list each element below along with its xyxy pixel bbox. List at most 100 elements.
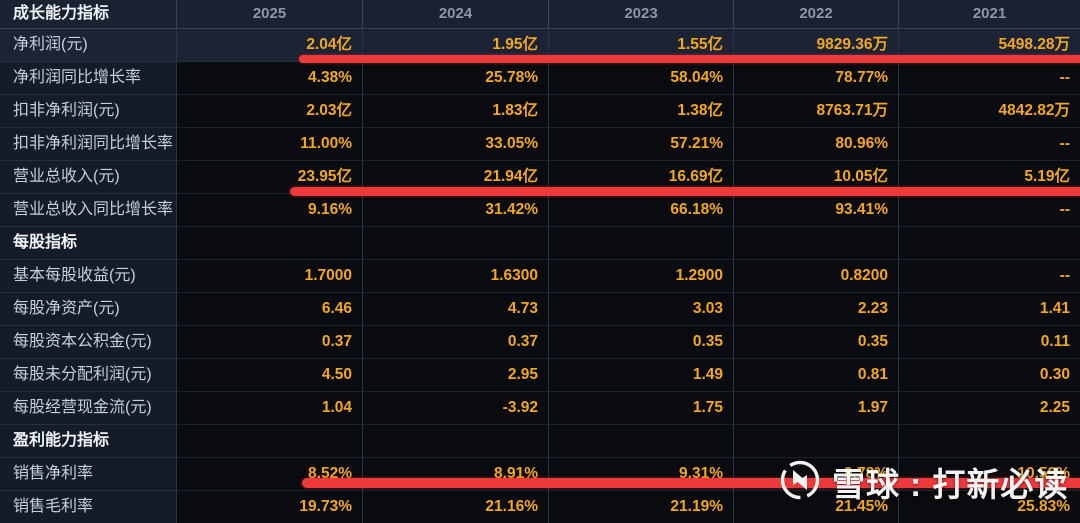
cell-value: -- (898, 62, 1080, 95)
section-row: 每股指标 (0, 227, 1080, 260)
row-label: 盈利能力指标 (0, 425, 176, 458)
table-row[interactable]: 营业总收入同比增长率 9.16% 31.42% 66.18% 93.41% -- (0, 194, 1080, 227)
cell-value (362, 425, 548, 458)
cell-value: 93.41% (733, 194, 898, 227)
cell-value (176, 425, 362, 458)
red-strike-annotation-net-margin (302, 478, 1080, 488)
row-label: 净利润同比增长率 (0, 62, 176, 95)
cell-value: 11.00% (176, 128, 362, 161)
cell-value: 2.23 (733, 293, 898, 326)
cell-value: 0.8200 (733, 260, 898, 293)
cell-value: 21.19% (548, 491, 733, 523)
cell-value: 21.45% (733, 491, 898, 523)
cell-value: 9.16% (176, 194, 362, 227)
cell-value: 8763.71万 (733, 95, 898, 128)
table-row[interactable]: 基本每股收益(元) 1.7000 1.6300 1.2900 0.8200 -- (0, 260, 1080, 293)
cell-value: 0.37 (362, 326, 548, 359)
cell-value: 2.03亿 (176, 95, 362, 128)
cell-value (548, 227, 733, 260)
table-row[interactable]: 每股未分配利润(元) 4.50 2.95 1.49 0.81 0.30 (0, 359, 1080, 392)
cell-value: 6.46 (176, 293, 362, 326)
xueqiu-snowball-icon (779, 459, 821, 506)
cell-value: 31.42% (362, 194, 548, 227)
cell-value: 57.21% (548, 128, 733, 161)
cell-value: 80.96% (733, 128, 898, 161)
cell-value (548, 425, 733, 458)
cell-value: 0.81 (733, 359, 898, 392)
cell-value: 1.2900 (548, 260, 733, 293)
year-header-2021: 2021 (898, 0, 1080, 28)
row-label: 净利润(元) (0, 29, 176, 62)
row-label: 每股指标 (0, 227, 176, 260)
year-header-2022: 2022 (733, 0, 898, 28)
cell-value: 0.30 (898, 359, 1080, 392)
cell-value (733, 227, 898, 260)
cell-value: 58.04% (548, 62, 733, 95)
red-strike-annotation-net-profit (299, 55, 1080, 63)
cell-value: 2.95 (362, 359, 548, 392)
cell-value: 25.83% (898, 491, 1080, 523)
cell-value: 1.04 (176, 392, 362, 425)
cell-value: -- (898, 128, 1080, 161)
table-row[interactable]: 扣非净利润(元) 2.03亿 1.83亿 1.38亿 8763.71万 4842.82万 (0, 95, 1080, 128)
cell-value: 0.35 (733, 326, 898, 359)
row-label: 销售毛利率 (0, 491, 176, 523)
cell-value: 21.16% (362, 491, 548, 523)
cell-value (733, 425, 898, 458)
cell-value: 33.05% (362, 128, 548, 161)
table-row[interactable]: 销售毛利率 19.73% 21.16% 21.19% 21.45% 25.83% (0, 491, 1080, 523)
cell-value: 1.7000 (176, 260, 362, 293)
cell-value (362, 227, 548, 260)
cell-value: 1.6300 (362, 260, 548, 293)
row-label: 扣非净利润同比增长率 (0, 128, 176, 161)
row-label: 营业总收入(元) (0, 161, 176, 194)
table-row[interactable]: 净利润同比增长率 4.38% 25.78% 58.04% 78.77% -- (0, 62, 1080, 95)
table-row[interactable]: 每股经营现金流(元) 1.04 -3.92 1.75 1.97 2.25 (0, 392, 1080, 425)
cell-value: 25.78% (362, 62, 548, 95)
row-label: 销售净利率 (0, 458, 176, 491)
cell-value: 66.18% (548, 194, 733, 227)
cell-value: 2.25 (898, 392, 1080, 425)
row-label: 每股未分配利润(元) (0, 359, 176, 392)
table-row[interactable]: 扣非净利润同比增长率 11.00% 33.05% 57.21% 80.96% -- (0, 128, 1080, 161)
table-header-row: 成长能力指标 2025 2024 2023 2022 2021 (0, 0, 1080, 29)
table-row[interactable]: 每股资本公积金(元) 0.37 0.37 0.35 0.35 0.11 (0, 326, 1080, 359)
row-label: 每股净资产(元) (0, 293, 176, 326)
cell-value: 19.73% (176, 491, 362, 523)
cell-value: 3.03 (548, 293, 733, 326)
cell-value: 0.37 (176, 326, 362, 359)
year-header-2023: 2023 (548, 0, 733, 28)
cell-value: 4.38% (176, 62, 362, 95)
red-strike-annotation-revenue (290, 187, 1080, 196)
corner-label: 成长能力指标 (13, 5, 110, 22)
watermark-text: 雪球 : 打新必读 (832, 466, 1069, 503)
cell-value: -- (898, 194, 1080, 227)
row-label: 扣非净利润(元) (0, 95, 176, 128)
cell-value (898, 425, 1080, 458)
cell-value: 4.50 (176, 359, 362, 392)
cell-value: -3.92 (362, 392, 548, 425)
cell-value: 1.49 (548, 359, 733, 392)
cell-value: 4842.82万 (898, 95, 1080, 128)
year-header-2024: 2024 (362, 0, 548, 28)
cell-value: 1.38亿 (548, 95, 733, 128)
cell-value (898, 227, 1080, 260)
cell-value: 78.77% (733, 62, 898, 95)
section-row: 盈利能力指标 (0, 425, 1080, 458)
cell-value: 1.75 (548, 392, 733, 425)
cell-value: 0.11 (898, 326, 1080, 359)
year-header-2025: 2025 (176, 0, 362, 28)
row-label: 每股资本公积金(元) (0, 326, 176, 359)
row-label: 基本每股收益(元) (0, 260, 176, 293)
row-label: 每股经营现金流(元) (0, 392, 176, 425)
cell-value: 0.35 (548, 326, 733, 359)
row-label: 营业总收入同比增长率 (0, 194, 176, 227)
cell-value: -- (898, 260, 1080, 293)
watermark: 雪球 : 打新必读 (779, 458, 1068, 506)
table-row[interactable]: 每股净资产(元) 6.46 4.73 3.03 2.23 1.41 (0, 293, 1080, 326)
cell-value: 1.97 (733, 392, 898, 425)
cell-value: 1.83亿 (362, 95, 548, 128)
cell-value (176, 227, 362, 260)
